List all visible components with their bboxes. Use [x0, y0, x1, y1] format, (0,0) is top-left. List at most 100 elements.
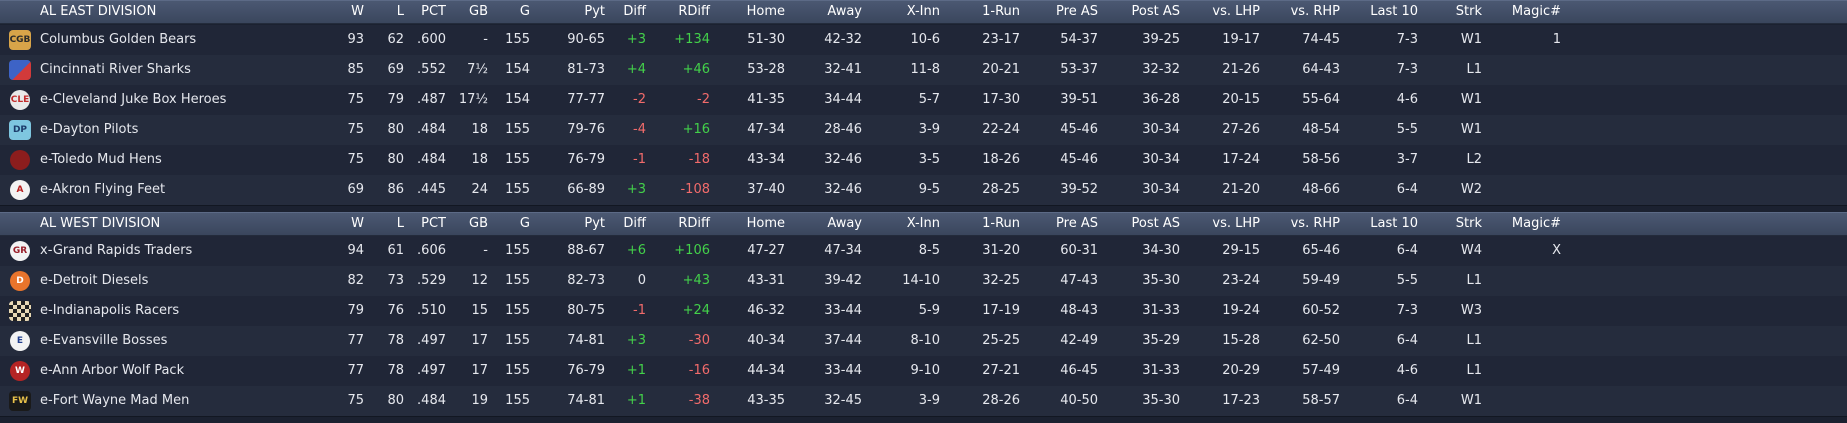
column-header-vsrhp[interactable]: vs. RHP	[1290, 4, 1340, 19]
column-header-xinn[interactable]: X-Inn	[906, 216, 940, 231]
stat-rdiff: +16	[682, 122, 710, 137]
stat-l: 86	[387, 182, 404, 197]
column-header-postas[interactable]: Post AS	[1131, 216, 1180, 231]
column-header-vsrhp[interactable]: vs. RHP	[1290, 216, 1340, 231]
stat-preas: 47-43	[1060, 273, 1098, 288]
stat-strk: W1	[1460, 122, 1482, 137]
team-name-link[interactable]: e-Akron Flying Feet	[40, 182, 166, 197]
team-row[interactable]: CGB Columbus Golden Bears 93 62 .600 - 155 90-6…	[0, 25, 1847, 56]
stat-preas: 39-51	[1060, 92, 1098, 107]
stat-l: 80	[387, 122, 404, 137]
team-logo-icon: FW	[9, 391, 31, 411]
stat-pyt: 76-79	[567, 363, 605, 378]
stat-rdiff: -16	[688, 363, 710, 378]
column-header-xinn[interactable]: X-Inn	[906, 4, 940, 19]
stat-preas: 46-45	[1060, 363, 1098, 378]
column-header-rdiff[interactable]: RDiff	[678, 216, 710, 231]
team-row[interactable]: FW e-Fort Wayne Mad Men 75 80 .484 19 155 74-81…	[0, 386, 1847, 417]
team-row[interactable]: DP e-Dayton Pilots 75 80 .484 18 155 79-76 -4 +16…	[0, 115, 1847, 146]
column-header-home[interactable]: Home	[746, 4, 785, 19]
column-header-away[interactable]: Away	[827, 4, 862, 19]
team-row[interactable]: e-Indianapolis Racers 79 76 .510 15 155 80-75 -…	[0, 296, 1847, 327]
stat-vslhp: 29-15	[1222, 243, 1260, 258]
team-name-link[interactable]: e-Fort Wayne Mad Men	[40, 393, 190, 408]
column-header-away[interactable]: Away	[827, 216, 862, 231]
column-header-w[interactable]: W	[351, 4, 364, 19]
column-header-pyt[interactable]: Pyt	[584, 216, 605, 231]
column-header-diff[interactable]: Diff	[623, 4, 646, 19]
column-header-preas[interactable]: Pre AS	[1056, 216, 1098, 231]
team-logo-icon: D	[10, 271, 30, 291]
column-header-gb[interactable]: GB	[469, 4, 488, 19]
column-header-postas[interactable]: Post AS	[1131, 4, 1180, 19]
stat-postas: 35-29	[1142, 333, 1180, 348]
stat-home: 47-34	[747, 122, 785, 137]
column-header-pct[interactable]: PCT	[421, 4, 446, 19]
column-header-onerun[interactable]: 1-Run	[982, 4, 1020, 19]
column-header-strk[interactable]: Strk	[1455, 216, 1482, 231]
column-header-l[interactable]: L	[396, 216, 404, 231]
team-name-link[interactable]: Cincinnati River Sharks	[40, 62, 191, 77]
team-row[interactable]: CLE e-Cleveland Juke Box Heroes 75 79 .487 17…	[0, 85, 1847, 116]
column-header-rdiff[interactable]: RDiff	[678, 4, 710, 19]
stat-g: 155	[505, 32, 530, 47]
stat-diff: +1	[626, 393, 646, 408]
stat-g: 155	[505, 152, 530, 167]
stat-vsrhp: 65-46	[1302, 243, 1340, 258]
team-name-link[interactable]: e-Evansville Bosses	[40, 333, 168, 348]
column-header-diff[interactable]: Diff	[623, 216, 646, 231]
stat-diff: +6	[626, 243, 646, 258]
column-header-last10[interactable]: Last 10	[1370, 216, 1418, 231]
column-header-magic[interactable]: Magic#	[1511, 4, 1561, 19]
column-header-strk[interactable]: Strk	[1455, 4, 1482, 19]
stat-postas: 30-34	[1142, 182, 1180, 197]
column-header-pct[interactable]: PCT	[421, 216, 446, 231]
stat-away: 47-34	[824, 243, 862, 258]
column-header-vslhp[interactable]: vs. LHP	[1212, 216, 1260, 231]
stat-rdiff: +43	[682, 273, 710, 288]
stat-vslhp: 17-23	[1222, 393, 1260, 408]
column-header-g[interactable]: G	[519, 216, 530, 231]
column-header-w[interactable]: W	[351, 216, 364, 231]
team-name-link[interactable]: Columbus Golden Bears	[40, 32, 197, 47]
column-header-l[interactable]: L	[396, 4, 404, 19]
column-header-magic[interactable]: Magic#	[1511, 216, 1561, 231]
stat-last10: 5-5	[1396, 273, 1418, 288]
team-name-link[interactable]: e-Ann Arbor Wolf Pack	[40, 363, 185, 378]
stat-onerun: 32-25	[982, 273, 1020, 288]
stat-onerun: 25-25	[982, 333, 1020, 348]
stat-gb: 17	[471, 333, 488, 348]
stat-preas: 39-52	[1060, 182, 1098, 197]
team-name-link[interactable]: x-Grand Rapids Traders	[40, 243, 193, 258]
stat-xinn: 8-10	[910, 333, 940, 348]
column-header-g[interactable]: G	[519, 4, 530, 19]
team-name-link[interactable]: e-Toledo Mud Hens	[40, 152, 162, 167]
team-row[interactable]: e-Toledo Mud Hens 75 80 .484 18 155 76-79 -1 -18…	[0, 145, 1847, 176]
team-row[interactable]: Cincinnati River Sharks 85 69 .552 7½ 154 81-7…	[0, 55, 1847, 86]
team-name-link[interactable]: e-Dayton Pilots	[40, 122, 139, 137]
column-header-preas[interactable]: Pre AS	[1056, 4, 1098, 19]
column-header-onerun[interactable]: 1-Run	[982, 216, 1020, 231]
team-name-link[interactable]: e-Indianapolis Racers	[40, 303, 180, 318]
column-header-gb[interactable]: GB	[469, 216, 488, 231]
column-header-pyt[interactable]: Pyt	[584, 4, 605, 19]
column-header-home[interactable]: Home	[746, 216, 785, 231]
stat-xinn: 10-6	[910, 32, 940, 47]
stat-postas: 30-34	[1142, 122, 1180, 137]
stat-onerun: 28-26	[982, 393, 1020, 408]
stat-xinn: 9-10	[910, 363, 940, 378]
column-header-vslhp[interactable]: vs. LHP	[1212, 4, 1260, 19]
team-row[interactable]: GR x-Grand Rapids Traders 94 61 .606 - 155 88-6…	[0, 236, 1847, 267]
column-header-last10[interactable]: Last 10	[1370, 4, 1418, 19]
team-name-link[interactable]: e-Cleveland Juke Box Heroes	[40, 92, 227, 107]
team-name-link[interactable]: e-Detroit Diesels	[40, 273, 149, 288]
stat-rdiff: -18	[688, 152, 710, 167]
stat-preas: 40-50	[1060, 393, 1098, 408]
stat-diff: +3	[626, 32, 646, 47]
stat-away: 37-44	[824, 333, 862, 348]
